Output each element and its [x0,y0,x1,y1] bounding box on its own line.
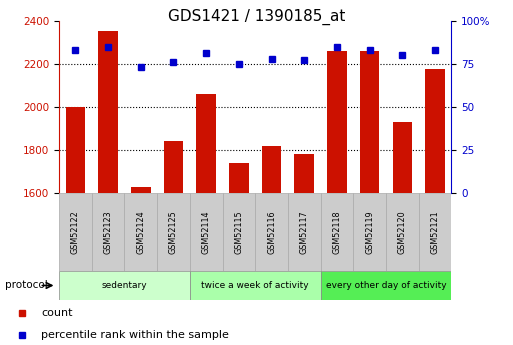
Bar [360,51,380,345]
Bar [425,69,445,345]
Text: GSM52115: GSM52115 [234,210,243,254]
Text: GSM52125: GSM52125 [169,210,178,254]
Text: every other day of activity: every other day of activity [326,281,446,290]
Bar [66,107,85,345]
Bar [223,193,255,271]
Text: GSM52123: GSM52123 [104,210,112,254]
Text: twice a week of activity: twice a week of activity [202,281,309,290]
Bar [321,271,451,300]
Bar [59,193,92,271]
Text: GSM52116: GSM52116 [267,210,276,254]
Text: GSM52121: GSM52121 [430,210,440,254]
Bar [98,31,118,345]
Text: GSM52117: GSM52117 [300,210,309,254]
Bar [157,193,190,271]
Bar [321,193,353,271]
Bar [386,193,419,271]
Bar [164,141,183,345]
Text: sedentary: sedentary [102,281,147,290]
Bar [131,187,150,345]
Text: GSM52119: GSM52119 [365,210,374,254]
Bar [419,193,451,271]
Bar [92,193,125,271]
Bar [392,122,412,345]
Text: GSM52124: GSM52124 [136,210,145,254]
Bar [124,193,157,271]
Text: count: count [42,308,73,318]
Text: GSM52120: GSM52120 [398,210,407,254]
Bar [288,193,321,271]
Bar [190,193,223,271]
Bar [190,271,321,300]
Bar [229,163,249,345]
Text: percentile rank within the sample: percentile rank within the sample [42,330,229,340]
Bar [196,94,216,345]
Text: GSM52114: GSM52114 [202,210,211,254]
Bar [353,193,386,271]
Text: GSM52122: GSM52122 [71,210,80,254]
Bar [262,146,281,345]
Text: protocol: protocol [5,280,48,290]
Text: GDS1421 / 1390185_at: GDS1421 / 1390185_at [168,9,345,25]
Bar [59,271,190,300]
Text: GSM52118: GSM52118 [332,210,342,254]
Bar [327,51,347,345]
Bar [294,155,314,345]
Bar [255,193,288,271]
